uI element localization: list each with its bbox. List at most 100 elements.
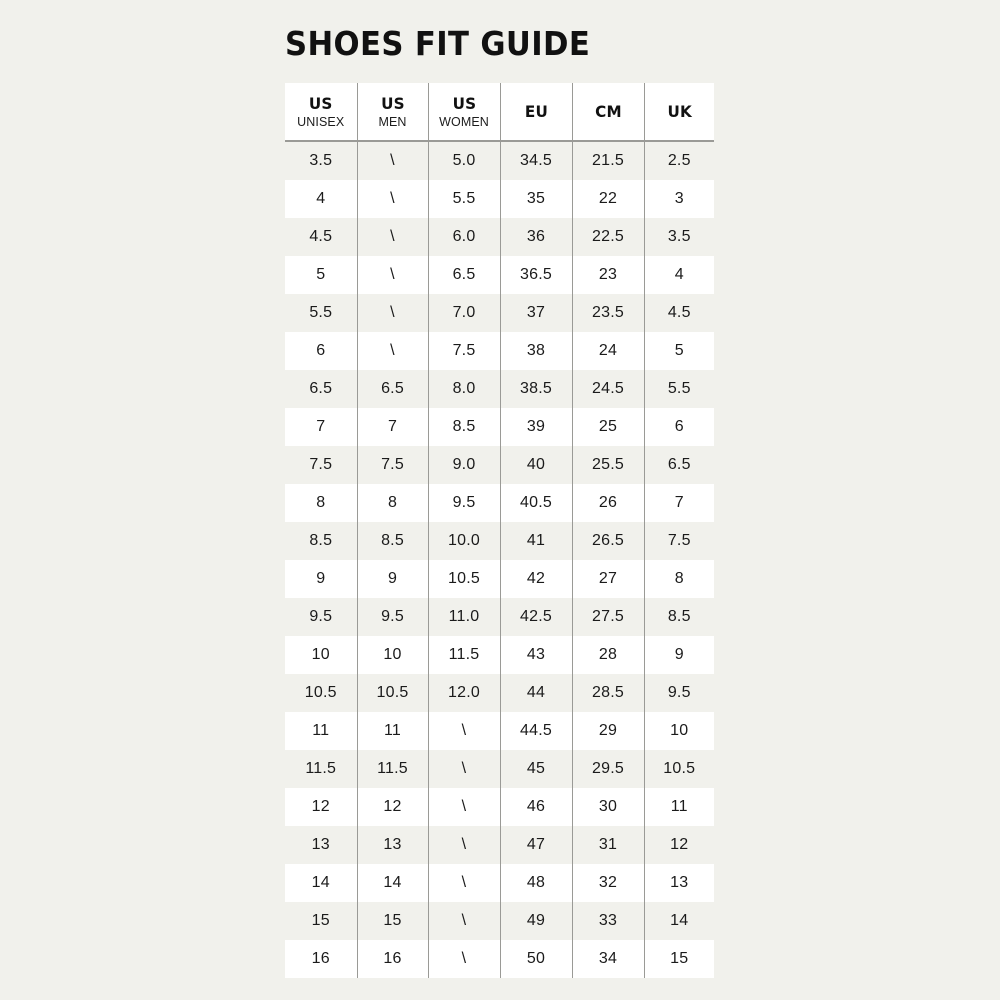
table-cell: 36.5 [500, 256, 573, 294]
table-cell: 5.5 [428, 180, 501, 218]
table-cell: 38 [500, 332, 573, 370]
table-cell: 12.0 [428, 674, 501, 712]
table-cell: 44.5 [500, 712, 573, 750]
table-cell: 34.5 [500, 141, 573, 180]
table-cell: 23 [572, 256, 645, 294]
table-cell: 8 [357, 484, 429, 522]
shoe-size-table: US UNISEX US MEN US WOMEN EU CM UK 3.5 \ 5.0 34.5 21… [285, 83, 714, 978]
table-cell: 16 [357, 940, 429, 978]
table-cell: 44 [500, 674, 573, 712]
table-cell: 6.5 [357, 370, 429, 408]
table-cell: 6.5 [644, 446, 714, 484]
table-cell: 11 [357, 712, 429, 750]
table-cell: 6 [644, 408, 714, 446]
table-cell: \ [428, 788, 501, 826]
table-row: 6.5 6.5 8.0 38.5 24.5 5.5 [285, 370, 714, 408]
table-cell: 13 [644, 864, 714, 902]
table-cell: 29.5 [572, 750, 645, 788]
table-cell: \ [357, 294, 429, 332]
table-cell: 45 [500, 750, 573, 788]
table-cell: 10 [285, 636, 358, 674]
table-cell: 10.5 [428, 560, 501, 598]
table-row: 15 15 \ 49 33 14 [285, 902, 714, 940]
table-cell: 36 [500, 218, 573, 256]
table-cell: 22.5 [572, 218, 645, 256]
table-cell: 42 [500, 560, 573, 598]
table-cell: \ [428, 940, 501, 978]
table-cell: 27 [572, 560, 645, 598]
table-cell: 7 [357, 408, 429, 446]
table-cell: 26 [572, 484, 645, 522]
table-cell: 33 [572, 902, 645, 940]
column-header-us-men: US MEN [357, 83, 429, 142]
table-row: 9 9 10.5 42 27 8 [285, 560, 714, 598]
table-row: 9.5 9.5 11.0 42.5 27.5 8.5 [285, 598, 714, 636]
table-row: 14 14 \ 48 32 13 [285, 864, 714, 902]
table-cell: \ [357, 256, 429, 294]
table-cell: 15 [644, 940, 714, 978]
table-cell: 6.5 [428, 256, 501, 294]
table-cell: 46 [500, 788, 573, 826]
table-cell: 5.5 [285, 294, 358, 332]
table-cell: 9.5 [644, 674, 714, 712]
table-row: 7.5 7.5 9.0 40 25.5 6.5 [285, 446, 714, 484]
table-cell: 5 [285, 256, 358, 294]
table-cell: 2.5 [644, 141, 714, 180]
table-cell: 40.5 [500, 484, 573, 522]
column-header-cm: CM [572, 83, 645, 142]
table-row: 10.5 10.5 12.0 44 28.5 9.5 [285, 674, 714, 712]
table-cell: 8 [644, 560, 714, 598]
table-cell: 29 [572, 712, 645, 750]
table-row: 3.5 \ 5.0 34.5 21.5 2.5 [285, 141, 714, 180]
table-row: 12 12 \ 46 30 11 [285, 788, 714, 826]
table-cell: 6.0 [428, 218, 501, 256]
table-cell: 35 [500, 180, 573, 218]
table-row: 11.5 11.5 \ 45 29.5 10.5 [285, 750, 714, 788]
table-cell: 42.5 [500, 598, 573, 636]
table-cell: 23.5 [572, 294, 645, 332]
table-row: 10 10 11.5 43 28 9 [285, 636, 714, 674]
table-cell: \ [428, 712, 501, 750]
table-cell: 24.5 [572, 370, 645, 408]
column-header-sub: WOMEN [439, 114, 489, 129]
table-cell: 14 [644, 902, 714, 940]
column-header-sub: UNISEX [297, 114, 345, 129]
size-chart-container: US UNISEX US MEN US WOMEN EU CM UK 3.5 \ 5.0 34.5 21… [285, 83, 714, 978]
table-cell: 38.5 [500, 370, 573, 408]
table-cell: 27.5 [572, 598, 645, 636]
table-cell: 11.0 [428, 598, 501, 636]
table-cell: 11.5 [285, 750, 358, 788]
table-cell: 6 [285, 332, 358, 370]
column-header-main: US [452, 93, 476, 113]
table-cell: 11 [285, 712, 358, 750]
table-cell: \ [428, 826, 501, 864]
table-cell: 5 [644, 332, 714, 370]
table-cell: 9.5 [357, 598, 429, 636]
column-header-sub: MEN [378, 114, 407, 129]
table-row: 11 11 \ 44.5 29 10 [285, 712, 714, 750]
table-cell: 49 [500, 902, 573, 940]
table-cell: 7 [644, 484, 714, 522]
table-cell: \ [428, 750, 501, 788]
table-cell: 16 [285, 940, 358, 978]
column-header-eu: EU [500, 83, 573, 142]
table-cell: 5.5 [644, 370, 714, 408]
column-header-uk: UK [644, 83, 714, 142]
table-cell: 9 [644, 636, 714, 674]
table-cell: 28 [572, 636, 645, 674]
table-cell: \ [357, 180, 429, 218]
table-cell: 4 [644, 256, 714, 294]
table-cell: 7.5 [644, 522, 714, 560]
table-row: 5 \ 6.5 36.5 23 4 [285, 256, 714, 294]
table-cell: 7.0 [428, 294, 501, 332]
table-header: US UNISEX US MEN US WOMEN EU CM UK [285, 83, 714, 142]
table-cell: 4.5 [285, 218, 358, 256]
table-cell: 7 [285, 408, 358, 446]
table-cell: 9.5 [428, 484, 501, 522]
table-cell: 40 [500, 446, 573, 484]
column-header-main: CM [594, 102, 622, 121]
table-cell: 28.5 [572, 674, 645, 712]
column-header-us-unisex: US UNISEX [285, 83, 358, 142]
table-cell: 26.5 [572, 522, 645, 560]
